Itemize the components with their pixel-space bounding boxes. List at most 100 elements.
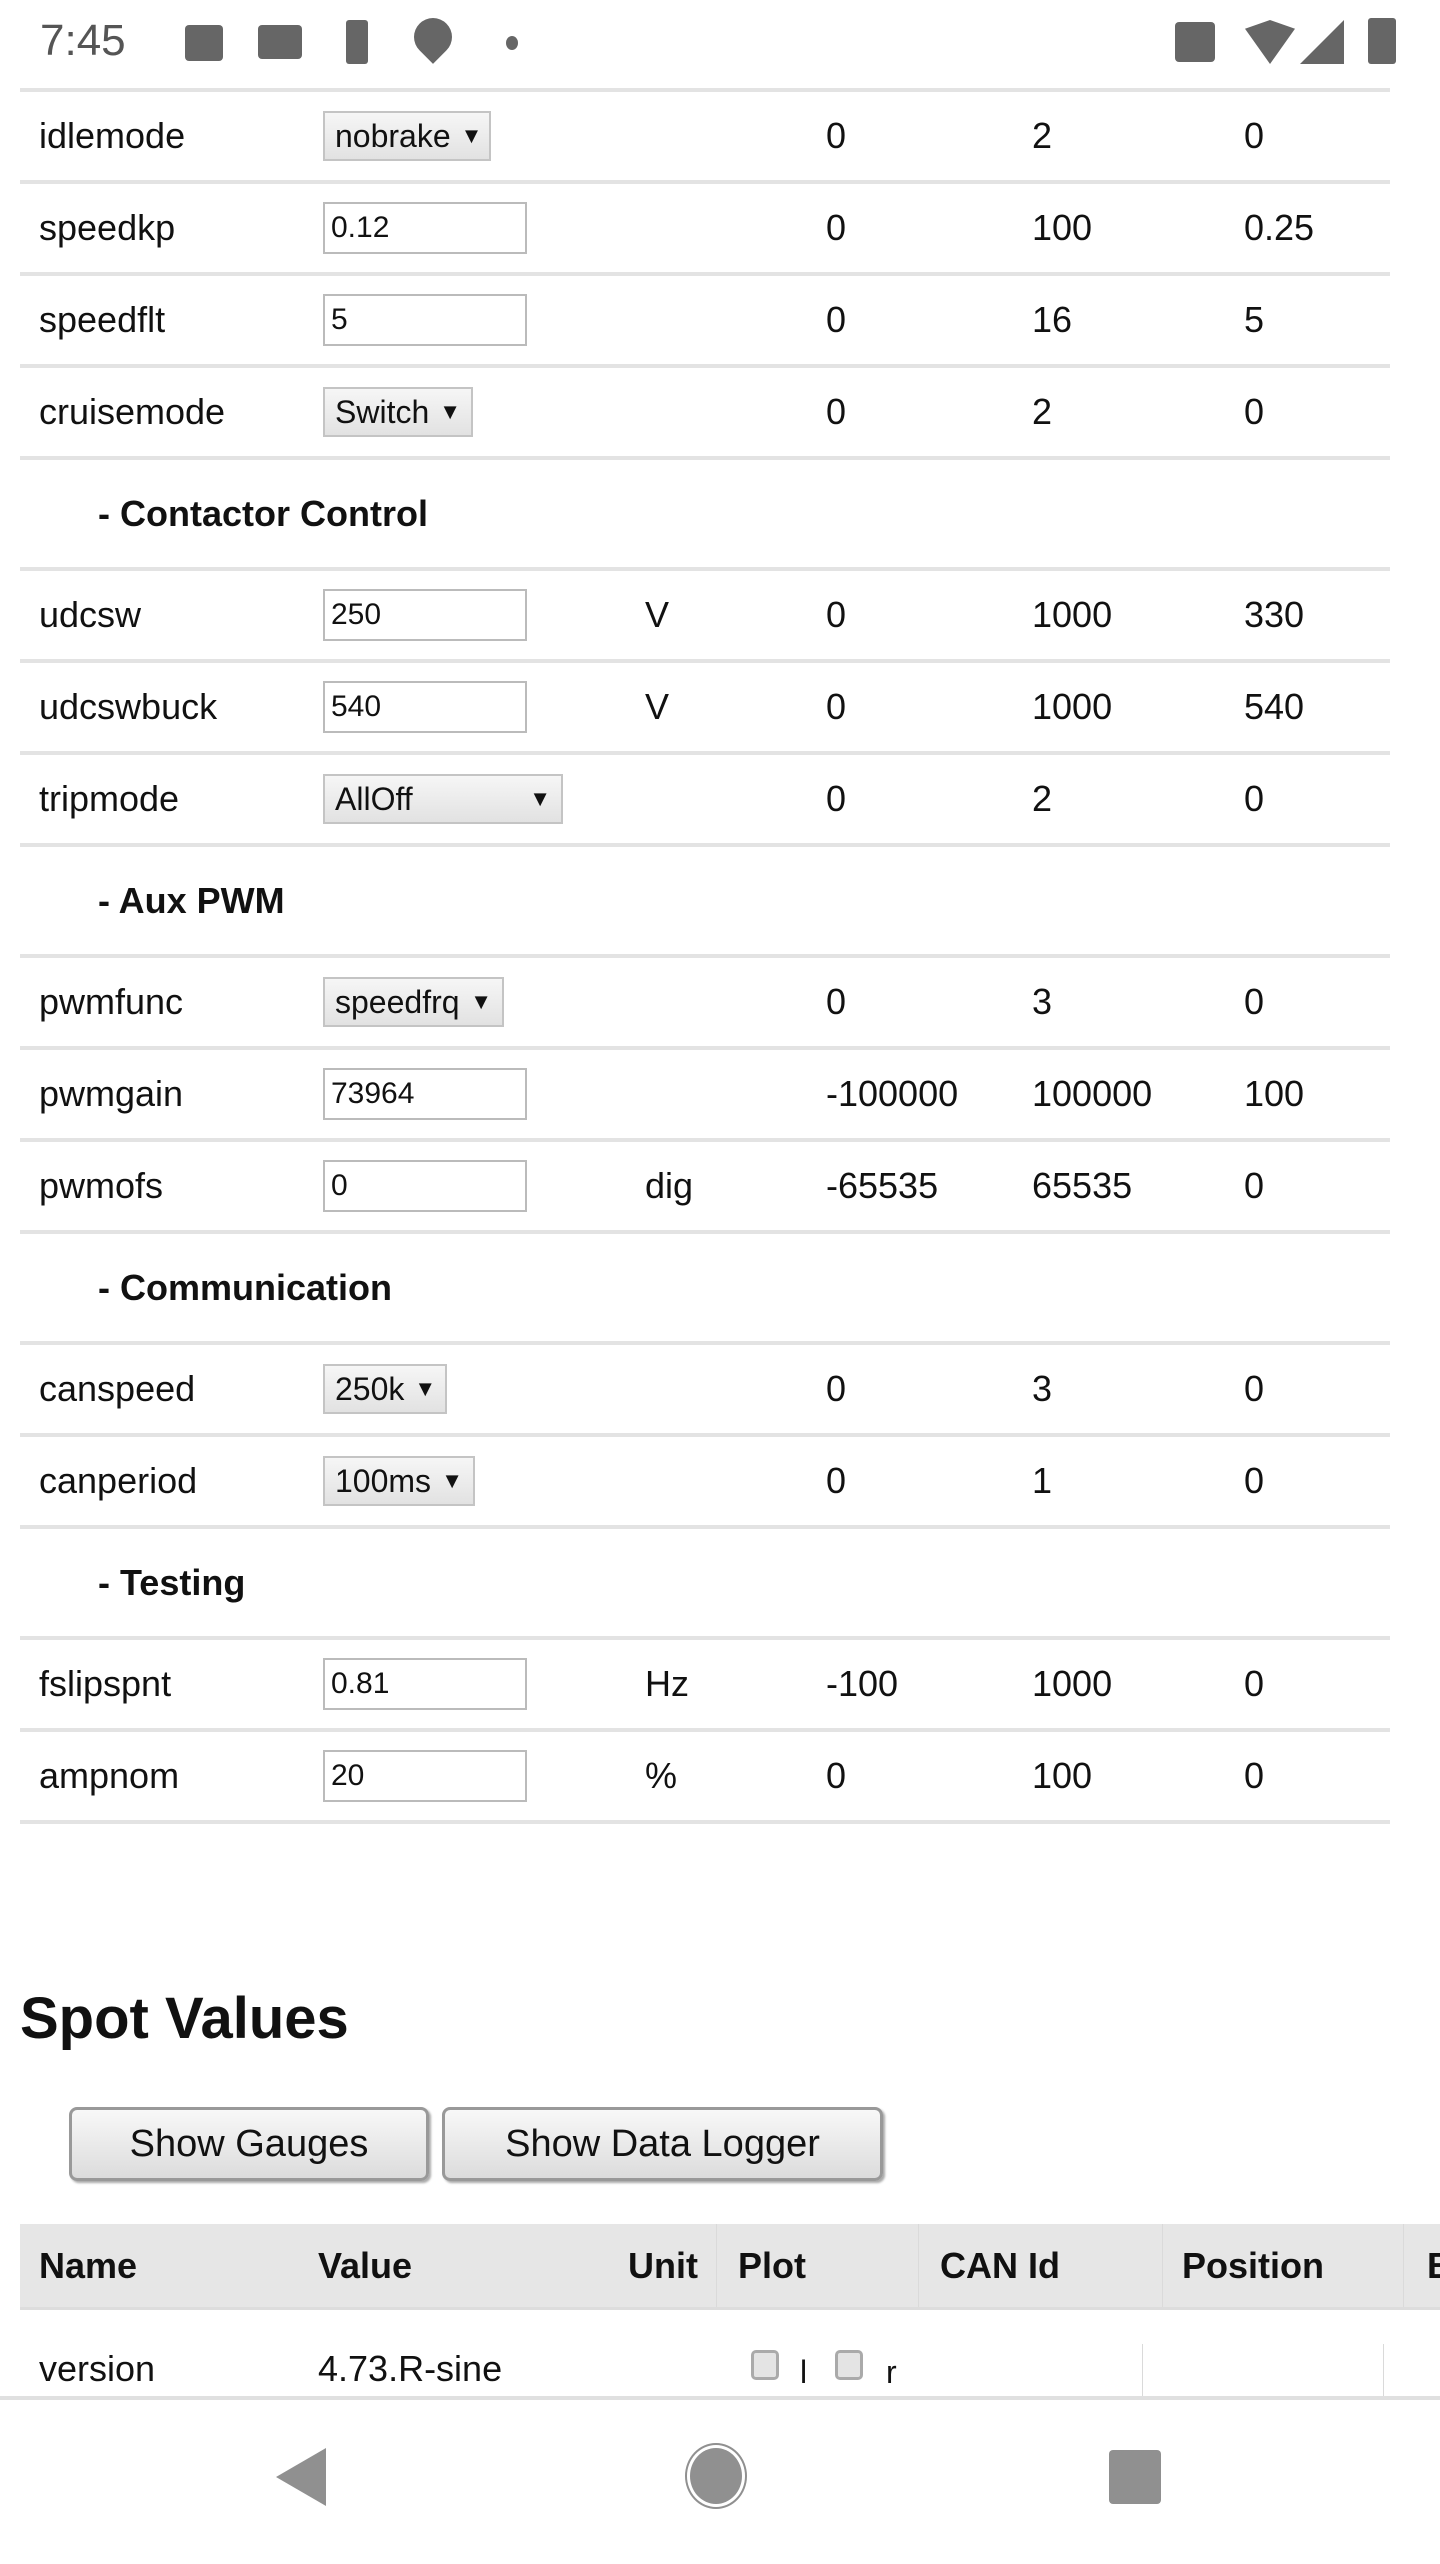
section-title: - Contactor Control	[98, 492, 428, 534]
section-header: - Contactor Control	[20, 460, 1390, 571]
param-name: pwmfunc	[39, 981, 184, 1022]
param-default: 0	[1244, 1165, 1265, 1206]
cruisemode-select[interactable]: Switch ▼	[323, 387, 473, 437]
canperiod-select[interactable]: 100ms ▼	[323, 1456, 475, 1506]
param-max: 3	[1032, 981, 1053, 1022]
dropdown-arrow-icon: ▼	[529, 786, 551, 811]
section-header: - Testing	[20, 1529, 1390, 1640]
udcswbuck-input[interactable]: 540	[323, 681, 527, 733]
selected-value: 100ms	[335, 1462, 432, 1499]
param-row-pwmgain: pwmgain 73964 -100000 100000 100	[20, 1050, 1390, 1142]
param-default: 0	[1244, 115, 1265, 156]
plot-right-label: r	[886, 2354, 897, 2390]
param-unit: Hz	[645, 1663, 689, 1704]
vibrate-icon	[1175, 22, 1215, 62]
spot-values-header: Name Value Unit Plot CAN Id Position B	[20, 2224, 1440, 2310]
param-min: 0	[826, 1368, 847, 1409]
param-name: canperiod	[39, 1460, 198, 1501]
back-icon[interactable]	[276, 2448, 326, 2506]
dropdown-arrow-icon: ▼	[460, 123, 483, 148]
selected-value: Switch	[335, 393, 430, 430]
ampnom-input[interactable]: 20	[323, 1750, 527, 1802]
param-unit: %	[645, 1755, 678, 1796]
param-max: 2	[1032, 391, 1053, 432]
param-default: 540	[1244, 686, 1305, 727]
param-name: pwmofs	[39, 1165, 164, 1206]
col-name[interactable]: Name	[39, 2244, 138, 2286]
param-default: 0	[1244, 1663, 1265, 1704]
col-position[interactable]: Position	[1182, 2244, 1324, 2286]
param-max: 16	[1032, 299, 1073, 340]
speedflt-input[interactable]: 5	[323, 294, 527, 346]
param-min: -65535	[826, 1165, 939, 1206]
param-name: cruisemode	[39, 391, 226, 432]
param-default: 100	[1244, 1073, 1305, 1114]
signal-icon	[1300, 20, 1344, 64]
canspeed-select[interactable]: 250k ▼	[323, 1364, 447, 1414]
navigation-bar	[0, 2396, 1440, 2564]
param-row-pwmofs: pwmofs 0 dig -65535 65535 0	[20, 1142, 1390, 1234]
spot-value: 4.73.R-sine	[318, 2348, 503, 2389]
selected-value: speedfrq	[335, 983, 460, 1020]
col-can-id[interactable]: CAN Id	[940, 2244, 1060, 2286]
tripmode-select[interactable]: AllOff ▼	[323, 774, 563, 824]
col-plot[interactable]: Plot	[738, 2244, 806, 2286]
param-min: -100	[826, 1663, 899, 1704]
recents-icon[interactable]	[1109, 2450, 1161, 2504]
param-min: 0	[826, 207, 847, 248]
show-data-logger-button[interactable]: Show Data Logger	[442, 2107, 883, 2181]
battery-icon	[1368, 18, 1396, 64]
col-value[interactable]: Value	[318, 2244, 413, 2286]
param-max: 1000	[1032, 686, 1113, 727]
param-min: 0	[826, 981, 847, 1022]
param-default: 0	[1244, 391, 1265, 432]
dropdown-arrow-icon: ▼	[414, 1376, 437, 1401]
param-max: 3	[1032, 1368, 1053, 1409]
param-max: 65535	[1032, 1165, 1133, 1206]
pwmofs-input[interactable]: 0	[323, 1160, 527, 1212]
fslipspnt-input[interactable]: 0.81	[323, 1658, 527, 1710]
section-header: - Communication	[20, 1234, 1390, 1345]
param-min: 0	[826, 1460, 847, 1501]
udcsw-input[interactable]: 250	[323, 589, 527, 641]
pwmgain-input[interactable]: 73964	[323, 1068, 527, 1120]
param-max: 100000	[1032, 1073, 1153, 1114]
idlemode-select[interactable]: nobrake ▼	[323, 111, 491, 161]
selected-value: nobrake	[335, 117, 451, 154]
location-pin-icon	[406, 10, 460, 64]
col-b[interactable]: B	[1427, 2245, 1440, 2287]
home-icon[interactable]	[690, 2448, 742, 2504]
param-row-speedkp: speedkp 0.12 0 100 0.25	[20, 184, 1390, 276]
spot-values-heading: Spot Values	[20, 1986, 349, 2051]
show-gauges-button[interactable]: Show Gauges	[69, 2107, 429, 2181]
param-max: 100	[1032, 207, 1093, 248]
param-max: 1	[1032, 1460, 1053, 1501]
col-unit[interactable]: Unit	[628, 2244, 698, 2286]
param-row-canspeed: canspeed 250k ▼ 0 3 0	[20, 1345, 1390, 1437]
param-row-tripmode: tripmode AllOff ▼ 0 2 0	[20, 755, 1390, 847]
section-title: - Testing	[98, 1561, 246, 1603]
dropdown-arrow-icon: ▼	[441, 1468, 463, 1493]
param-min: 0	[826, 115, 847, 156]
pwmfunc-select[interactable]: speedfrq ▼	[323, 977, 504, 1027]
param-min: -100000	[826, 1073, 959, 1114]
section-header: - Aux PWM	[20, 847, 1390, 958]
param-max: 2	[1032, 778, 1053, 819]
dropdown-arrow-icon: ▼	[470, 989, 492, 1014]
selected-value: 250k	[335, 1370, 405, 1407]
param-name: canspeed	[39, 1368, 196, 1409]
speedkp-input[interactable]: 0.12	[323, 202, 527, 254]
param-max: 1000	[1032, 594, 1113, 635]
param-min: 0	[826, 1755, 847, 1796]
battery-saver-icon	[346, 20, 368, 64]
param-name: udcsw	[39, 594, 142, 635]
param-max: 100	[1032, 1755, 1093, 1796]
param-min: 0	[826, 778, 847, 819]
image-icon	[185, 25, 223, 61]
param-min: 0	[826, 594, 847, 635]
plot-right-checkbox[interactable]	[835, 2350, 863, 2380]
plot-left-checkbox[interactable]	[751, 2350, 779, 2380]
selected-value: AllOff	[335, 780, 413, 817]
param-default: 5	[1244, 299, 1265, 340]
param-min: 0	[826, 686, 847, 727]
